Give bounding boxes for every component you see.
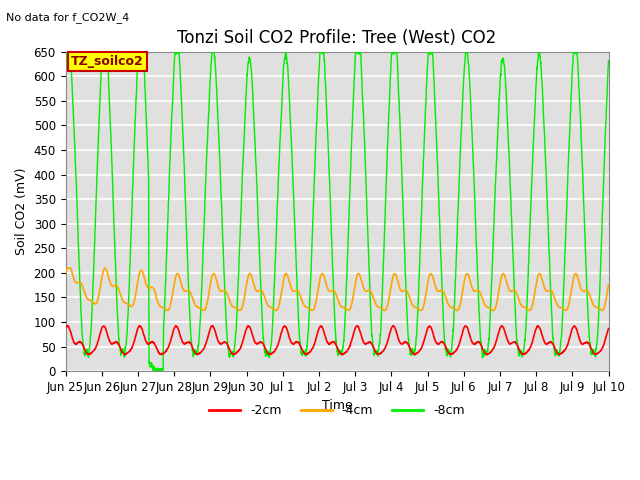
Text: TZ_soilco2: TZ_soilco2	[71, 55, 144, 68]
Legend: -2cm, -4cm, -8cm: -2cm, -4cm, -8cm	[204, 399, 470, 422]
Y-axis label: Soil CO2 (mV): Soil CO2 (mV)	[15, 168, 28, 255]
Title: Tonzi Soil CO2 Profile: Tree (West) CO2: Tonzi Soil CO2 Profile: Tree (West) CO2	[177, 29, 497, 48]
X-axis label: Time: Time	[322, 399, 353, 412]
Text: No data for f_CO2W_4: No data for f_CO2W_4	[6, 12, 130, 23]
